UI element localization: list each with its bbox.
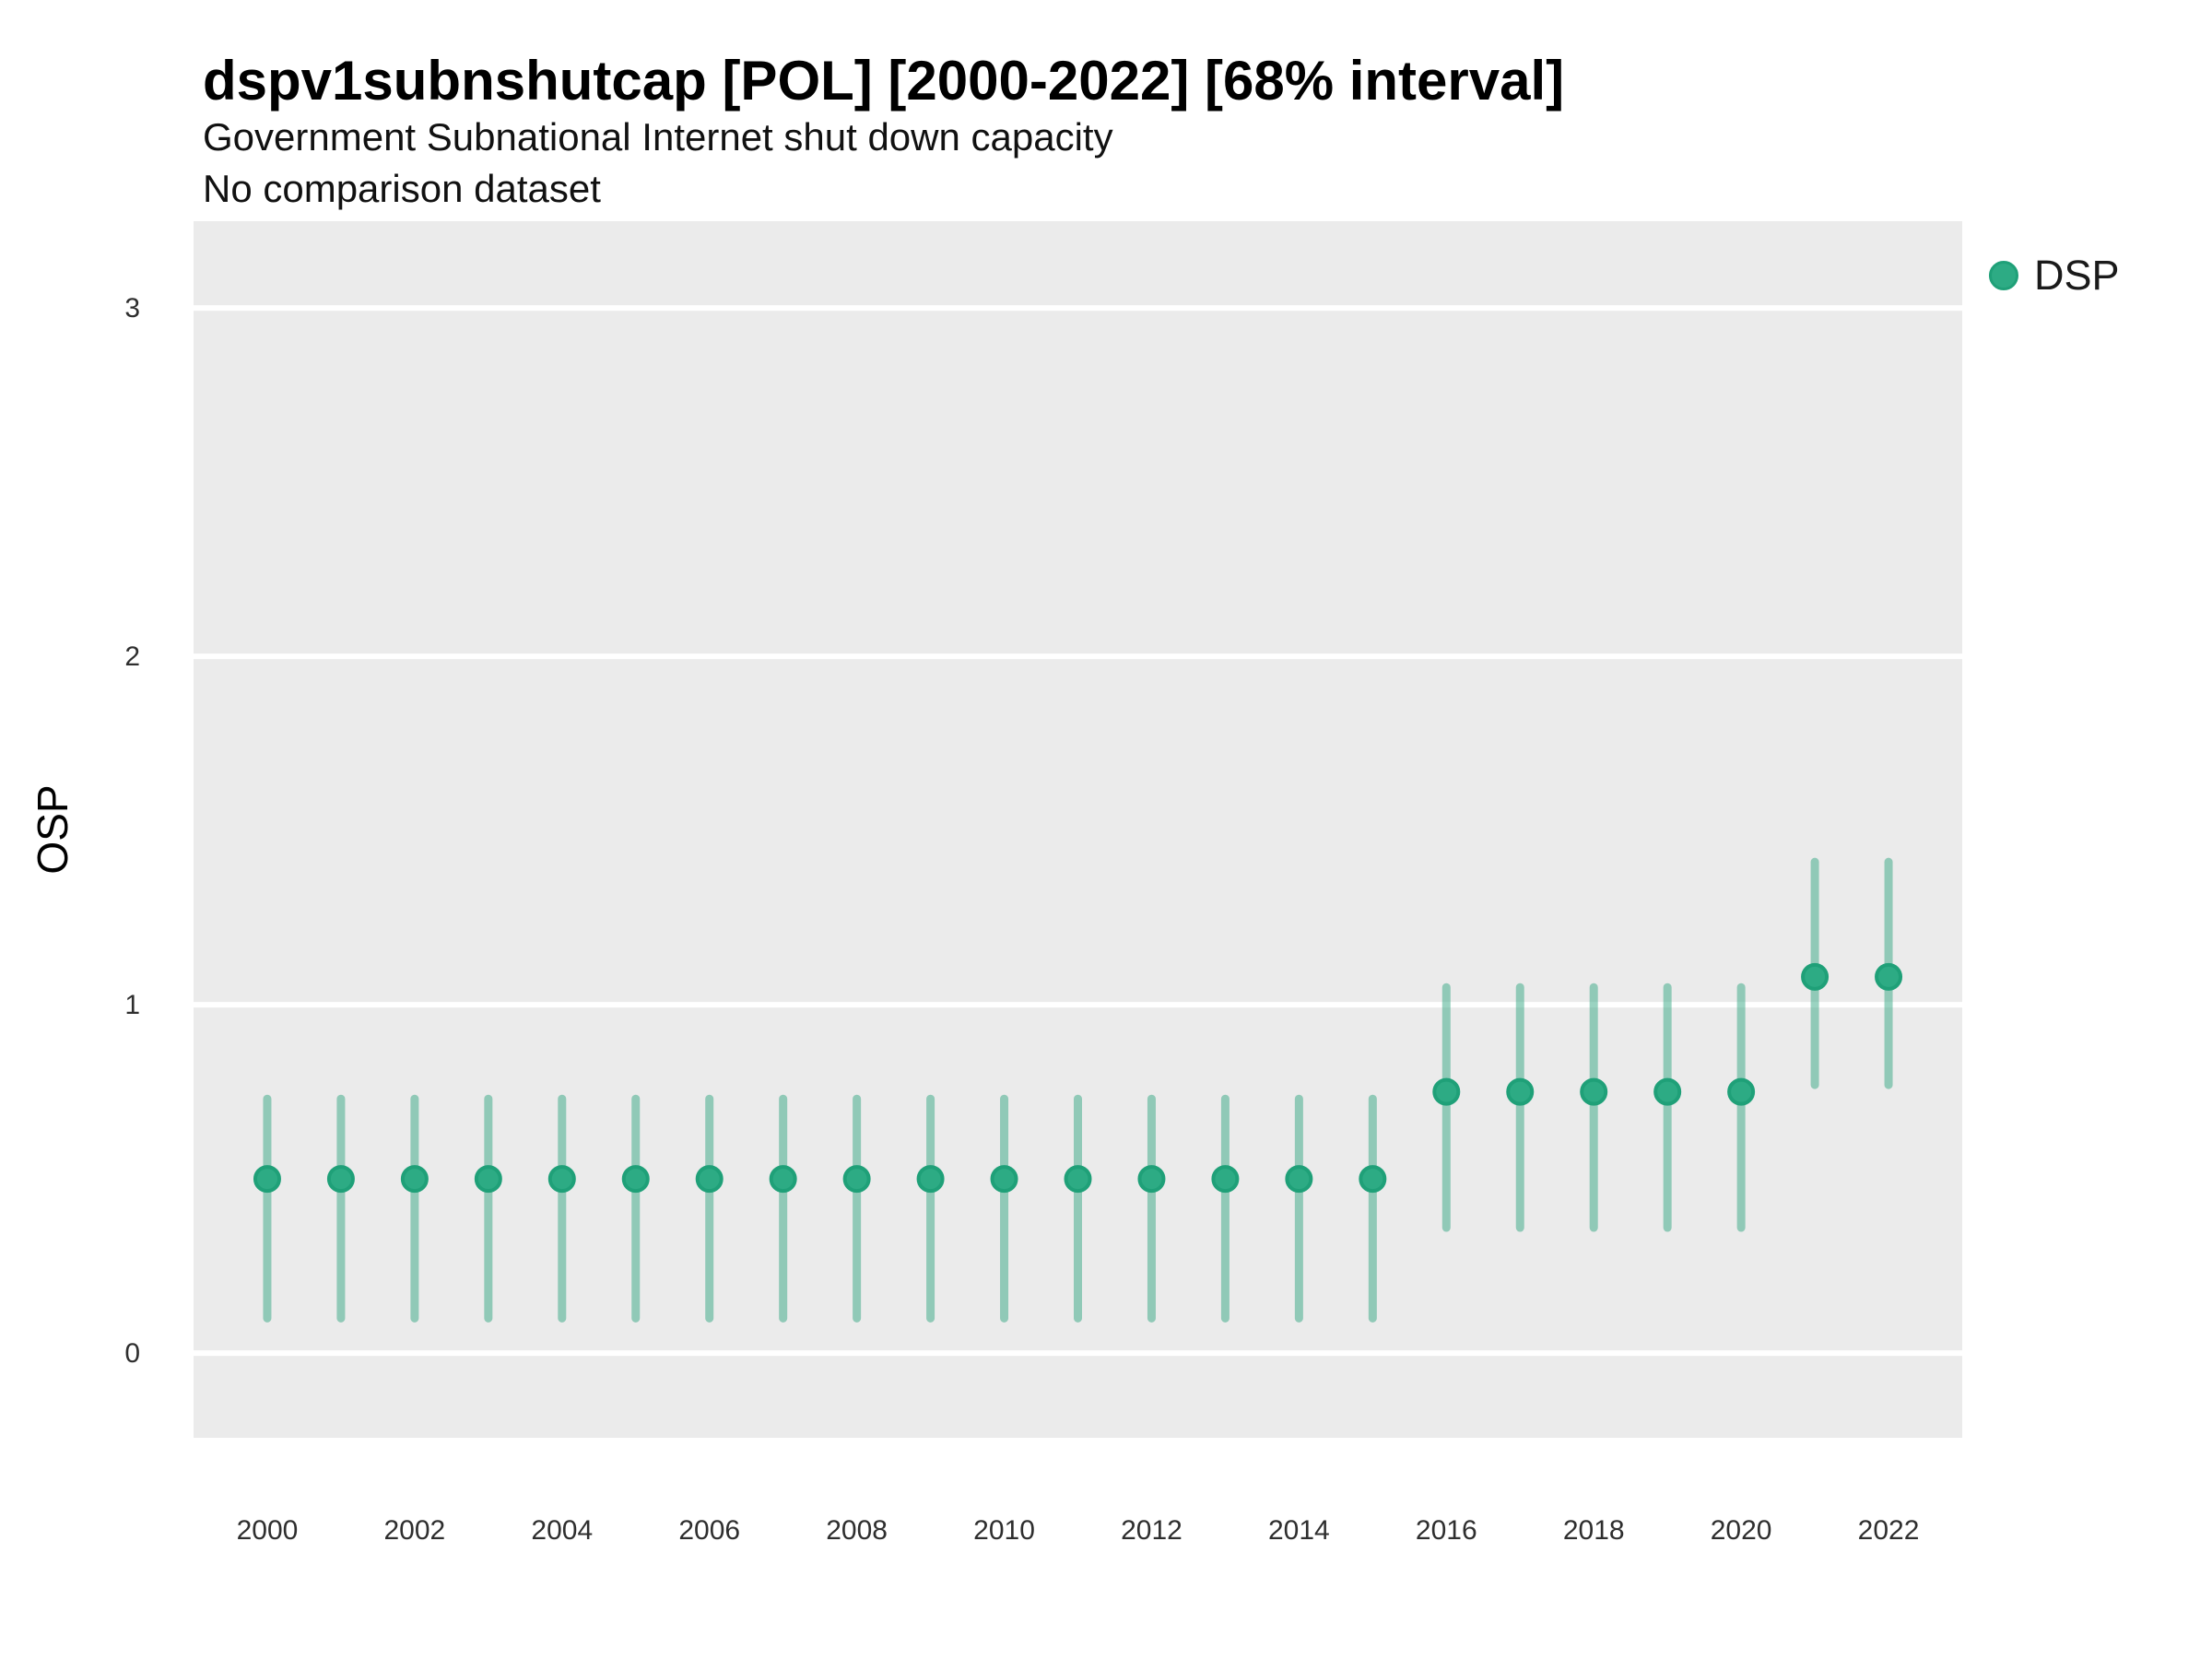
x-tick-label-2000: 2000 xyxy=(237,1515,299,1546)
chart-note: No comparison dataset xyxy=(203,167,601,210)
point-2002 xyxy=(400,1165,429,1194)
x-tick-label-2022: 2022 xyxy=(1858,1515,1920,1546)
x-tick-label-2012: 2012 xyxy=(1121,1515,1182,1546)
point-2021 xyxy=(1801,962,1830,991)
x-tick-label-2002: 2002 xyxy=(384,1515,446,1546)
point-2022 xyxy=(1875,962,1903,991)
point-2007 xyxy=(769,1165,797,1194)
x-tick-label-2004: 2004 xyxy=(531,1515,593,1546)
point-2000 xyxy=(253,1165,281,1194)
x-tick-label-2006: 2006 xyxy=(678,1515,740,1546)
x-tick-label-2020: 2020 xyxy=(1711,1515,1772,1546)
chart-title: dspv1subnshutcap [POL] [2000-2022] [68% … xyxy=(203,50,1565,112)
point-2019 xyxy=(1653,1077,1682,1106)
point-2015 xyxy=(1359,1165,1387,1194)
point-2003 xyxy=(474,1165,502,1194)
point-2005 xyxy=(621,1165,650,1194)
legend: DSP xyxy=(1989,254,2120,296)
point-2014 xyxy=(1285,1165,1313,1194)
point-2010 xyxy=(990,1165,1018,1194)
point-2018 xyxy=(1580,1077,1608,1106)
point-2011 xyxy=(1064,1165,1092,1194)
point-2012 xyxy=(1137,1165,1166,1194)
x-tick-label-2008: 2008 xyxy=(826,1515,888,1546)
legend-marker-dsp xyxy=(1989,260,2018,290)
point-2016 xyxy=(1432,1077,1461,1106)
point-2001 xyxy=(326,1165,355,1194)
legend-label-dsp: DSP xyxy=(2034,252,2120,299)
point-2013 xyxy=(1211,1165,1240,1194)
x-tick-label-2010: 2010 xyxy=(973,1515,1035,1546)
point-2020 xyxy=(1727,1077,1756,1106)
point-2006 xyxy=(695,1165,724,1194)
y-axis-title: OSP xyxy=(29,784,76,875)
chart-subtitle: Government Subnational Internet shut dow… xyxy=(203,115,1113,159)
x-tick-label-2018: 2018 xyxy=(1563,1515,1625,1546)
point-2004 xyxy=(547,1165,576,1194)
y-tick-label-3: 3 xyxy=(124,293,140,324)
point-2008 xyxy=(842,1165,871,1194)
x-tick-label-2014: 2014 xyxy=(1268,1515,1330,1546)
point-2017 xyxy=(1506,1077,1535,1106)
y-tick-label-2: 2 xyxy=(124,641,140,672)
y-tick-label-1: 1 xyxy=(124,990,140,1020)
x-tick-label-2016: 2016 xyxy=(1416,1515,1477,1546)
y-tick-label-0: 0 xyxy=(124,1338,140,1369)
point-2009 xyxy=(916,1165,945,1194)
